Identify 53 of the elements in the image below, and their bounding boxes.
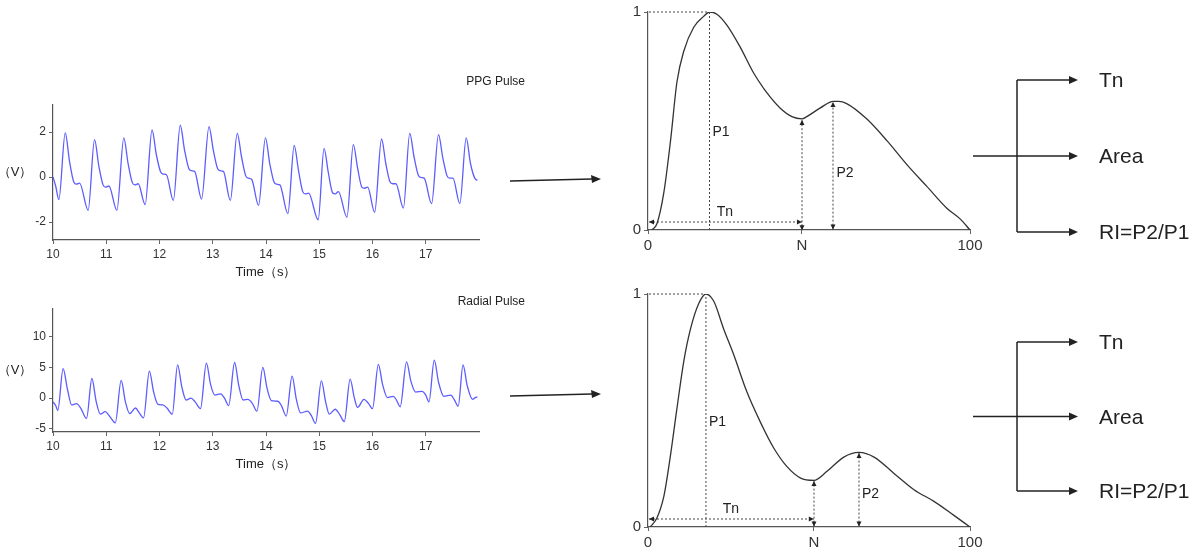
y-tick-label: 0 [632,517,641,535]
text: RI=P2/P1 [1099,220,1190,243]
x-tick-label: 13 [206,438,220,453]
text: Tn [1099,330,1124,353]
x-tick-label: 16 [365,438,380,453]
x-tick-label: 14 [259,438,273,453]
ref-line-label: P1 [712,122,730,139]
y-tick-label: 0 [632,220,641,238]
x-axis-title: Time（s） [235,263,297,279]
text: Area [1099,144,1144,167]
x-tick-label: 17 [419,438,433,453]
annotation: Tn [722,500,740,516]
x-tick-label: 11 [100,438,113,453]
line-series [649,294,970,527]
line-series [651,12,970,230]
x-tick-label: 17 [419,246,433,261]
ref-line-label: P1 [708,413,727,430]
x-tick-label: 0 [643,236,653,254]
x-tick-label: N [796,236,808,254]
x-tick-label: 100 [957,533,983,551]
chart-title: Radial Pulse [457,294,526,309]
x-tick-label: 100 [957,236,983,254]
y-tick-label: 0 [39,390,47,405]
text: Tn [1099,68,1124,91]
x-tick-label: 0 [643,533,653,551]
x-tick-label: 11 [100,246,113,261]
x-tick-label: 16 [365,246,380,261]
x-tick-label: 12 [152,438,167,453]
y-tick-label: 1 [632,284,641,302]
annotation: P2 [836,164,854,181]
x-axis-title: Time（s） [235,455,297,471]
y-tick-label: 10 [32,328,47,343]
chart-title: PPG Pulse [466,74,526,89]
y-tick-label: -2 [35,214,47,229]
line-series [53,359,479,425]
annotation: P2 [861,485,880,502]
y-tick-label: 0 [39,169,47,184]
annotation: Tn [716,203,734,219]
x-tick-label: 12 [152,246,167,261]
y-axis-title: （V） [0,362,33,378]
x-tick-label: N [808,533,820,551]
text: Area [1099,404,1144,428]
x-tick-label: 15 [312,438,327,453]
x-tick-label: 13 [206,246,220,261]
text: RI=P2/P1 [1099,479,1190,502]
y-axis-title: （V） [0,164,33,180]
x-tick-label: 14 [259,246,273,261]
y-tick-label: 5 [39,359,47,374]
x-tick-label: 15 [312,246,327,261]
y-tick-label: 1 [632,2,641,20]
y-tick-label: -5 [35,421,47,436]
y-tick-label: 2 [39,124,47,139]
line-series [53,124,479,221]
